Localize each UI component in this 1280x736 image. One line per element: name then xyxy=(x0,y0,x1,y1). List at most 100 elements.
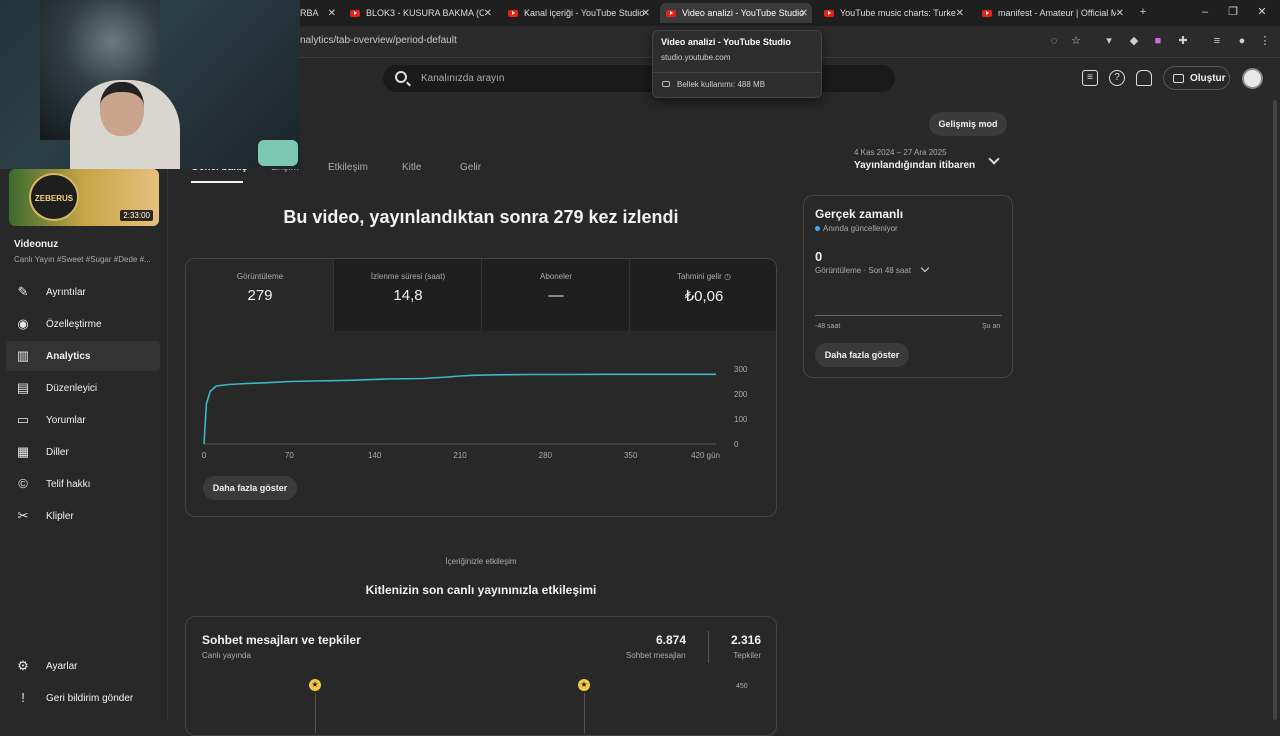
close-icon[interactable]: ✕ xyxy=(327,7,336,19)
youtube-icon xyxy=(666,9,676,17)
captions-icon[interactable]: ≡ xyxy=(1082,70,1098,86)
star-icon[interactable]: ★ xyxy=(309,679,321,691)
sidebar-item-details[interactable]: ✎ Ayrıntılar xyxy=(6,277,160,307)
sidebar-item-label: Klipler xyxy=(46,511,74,522)
url-field[interactable]: nalytics/tab-overview/period-default xyxy=(300,35,457,46)
create-button[interactable]: Oluştur xyxy=(1163,66,1230,90)
browser-tab[interactable]: RBA ✕ xyxy=(300,3,340,23)
close-icon[interactable]: ✕ xyxy=(799,7,808,19)
tooltip-domain: studio.youtube.com xyxy=(661,53,731,62)
sidebar-item-feedback[interactable]: ! Geri bildirim gönder xyxy=(6,683,160,713)
tab-label: manifest - Amateur | Official M xyxy=(998,8,1116,18)
show-more-button[interactable]: Daha fazla göster xyxy=(203,476,297,500)
new-tab-icon[interactable]: + xyxy=(1139,6,1147,18)
metrics-card: Görüntüleme 279 İzlenme süresi (saat) 14… xyxy=(185,258,777,517)
metric-value: 279 xyxy=(247,287,273,304)
metric-label: Aboneler xyxy=(539,272,573,281)
marker-line xyxy=(584,693,585,733)
sidebar-item-comments[interactable]: ▭ Yorumlar xyxy=(6,405,160,435)
realtime-card: Gerçek zamanlı Anında güncelleniyor 0 Gö… xyxy=(803,195,1013,378)
youtube-icon xyxy=(824,9,834,17)
close-icon[interactable]: ✕ xyxy=(955,7,964,19)
webcam-toy xyxy=(258,140,298,166)
video-thumbnail[interactable]: ZEBERUS 2:33:00 xyxy=(9,169,159,226)
stat-label: Tepkiler xyxy=(733,651,761,660)
advanced-mode-button[interactable]: Gelişmiş mod xyxy=(929,112,1007,136)
browser-tab[interactable]: Kanal içeriği - YouTube Studio ✕ xyxy=(502,3,654,23)
realtime-metric-selector[interactable]: Görüntüleme · Son 48 saat xyxy=(815,266,912,275)
close-icon[interactable]: ✕ xyxy=(1115,7,1124,19)
media-icon[interactable]: ≡ xyxy=(1213,35,1221,47)
sidebar-item-languages[interactable]: ▦ Diller xyxy=(6,437,160,467)
section-title: Kitlenizin son canlı yayınınızla etkileş… xyxy=(365,583,597,597)
puzzle-icon[interactable]: ✚ xyxy=(1178,35,1188,47)
x-tick-label: 280 xyxy=(539,451,553,460)
profile-icon[interactable]: ● xyxy=(1238,35,1246,47)
metric-tab-subscribers[interactable]: Aboneler — xyxy=(482,259,630,331)
sidebar-item-editor[interactable]: ▤ Düzenleyici xyxy=(6,373,160,403)
y-tick-label: 300 xyxy=(734,365,748,374)
eye-off-icon[interactable]: ◌ xyxy=(1050,35,1058,47)
maximize-icon[interactable]: ❐ xyxy=(1228,6,1238,18)
channel-logo: ZEBERUS xyxy=(29,173,79,221)
video-title: Videonuz xyxy=(14,239,59,250)
sidebar-item-analytics[interactable]: ▥ Analytics xyxy=(6,341,160,371)
extension-icon[interactable]: ▾ xyxy=(1106,35,1112,47)
sidebar-item-label: Geri bildirim gönder xyxy=(46,693,134,704)
sidebar-item-label: Düzenleyici xyxy=(46,383,98,394)
sidebar-item-label: Yorumlar xyxy=(46,415,86,426)
close-icon[interactable]: ✕ xyxy=(483,7,492,19)
shield-icon[interactable]: ◆ xyxy=(1129,35,1139,47)
metric-label: İzlenme süresi (saat) xyxy=(370,272,446,281)
views-chart: 300 200 100 0 0 70 140 210 280 350 420 gün xyxy=(202,365,748,460)
pencil-icon: ✎ xyxy=(17,284,29,299)
x-tick-label: 350 xyxy=(624,451,638,460)
divider xyxy=(653,72,821,73)
show-more-button[interactable]: Daha fazla göster xyxy=(815,343,909,367)
realtime-axis-left: -48 saat xyxy=(815,323,841,330)
tab-engagement[interactable]: Etkileşim xyxy=(328,162,369,173)
date-period[interactable]: Yayınlandığından itibaren xyxy=(854,160,976,171)
tab-label: RBA xyxy=(300,8,319,18)
star-icon[interactable]: ☆ xyxy=(1071,35,1081,47)
menu-icon[interactable]: ⋮ xyxy=(1259,35,1271,47)
realtime-subtitle: Anında güncelleniyor xyxy=(823,224,898,233)
browser-tab-active[interactable]: Video analizi - YouTube Studio ✕ xyxy=(660,3,812,23)
sidebar-item-customization[interactable]: ◉ Özelleştirme xyxy=(6,309,160,339)
metric-tab-watch-time[interactable]: İzlenme süresi (saat) 14,8 xyxy=(334,259,482,331)
metric-tab-views[interactable]: Görüntüleme 279 xyxy=(186,259,334,331)
tab-audience[interactable]: Kitle xyxy=(402,162,422,173)
sidebar-item-label: Telif hakkı xyxy=(46,479,91,490)
marker-line xyxy=(315,693,316,733)
y-tick-label: 200 xyxy=(734,390,748,399)
browser-tab[interactable]: manifest - Amateur | Official M ✕ xyxy=(976,3,1128,23)
sidebar-item-copyright[interactable]: © Telif hakkı xyxy=(6,469,160,499)
video-duration: 2:33:00 xyxy=(120,210,153,221)
minimize-icon[interactable]: – xyxy=(1201,6,1209,18)
sidebar-item-clips[interactable]: ✂ Klipler xyxy=(6,501,160,531)
chat-count-stat: 6.874 Sohbet mesajları xyxy=(606,633,686,660)
sidebar-item-settings[interactable]: ⚙ Ayarlar xyxy=(6,651,160,681)
chat-reactions-card: Sohbet mesajları ve tepkiler Canlı yayın… xyxy=(185,616,777,736)
close-icon[interactable]: ✕ xyxy=(641,7,650,19)
avatar[interactable] xyxy=(1242,68,1263,89)
feedback-icon: ! xyxy=(21,690,25,705)
series-line-views xyxy=(203,373,716,445)
comment-icon: ▭ xyxy=(16,412,30,427)
video-description: Canlı Yayın #Sweet #Sugar #Dede #... xyxy=(14,255,151,264)
close-window-icon[interactable]: ✕ xyxy=(1257,6,1267,18)
chevron-down-icon[interactable] xyxy=(988,153,1000,165)
help-icon[interactable]: ? xyxy=(1109,70,1125,86)
chevron-down-icon[interactable] xyxy=(920,263,930,273)
extension-icon[interactable]: ■ xyxy=(1154,35,1162,47)
metric-tab-revenue[interactable]: Tahmini gelir ◷ ₺0,06 xyxy=(630,259,776,331)
tab-revenue[interactable]: Gelir xyxy=(460,162,482,173)
video-camera-icon xyxy=(1173,74,1184,83)
scrollbar[interactable] xyxy=(1273,100,1277,720)
browser-tab[interactable]: YouTube music charts: Turkey T ✕ xyxy=(818,3,968,23)
browser-tab[interactable]: BLOK3 - KUSURA BAKMA (Offic ✕ xyxy=(344,3,496,23)
y-tick-label: 100 xyxy=(734,415,748,424)
star-icon[interactable]: ★ xyxy=(578,679,590,691)
youtube-icon xyxy=(508,9,518,17)
bell-icon[interactable] xyxy=(1136,70,1152,86)
